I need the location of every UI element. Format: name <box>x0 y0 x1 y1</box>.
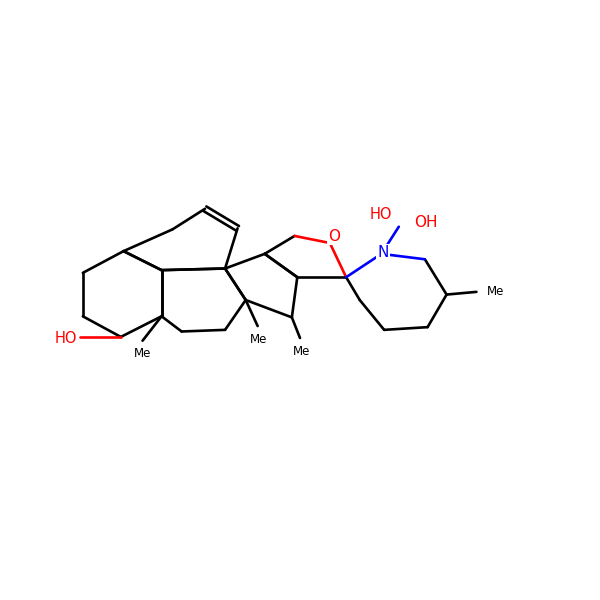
Text: Me: Me <box>487 286 505 298</box>
Text: OH: OH <box>414 215 437 230</box>
Text: O: O <box>328 229 340 244</box>
Text: HO: HO <box>370 207 392 222</box>
Text: N: N <box>377 245 389 260</box>
Text: Me: Me <box>134 347 151 360</box>
Text: HO: HO <box>55 331 77 346</box>
Text: Me: Me <box>250 332 268 346</box>
Text: Me: Me <box>292 344 310 358</box>
